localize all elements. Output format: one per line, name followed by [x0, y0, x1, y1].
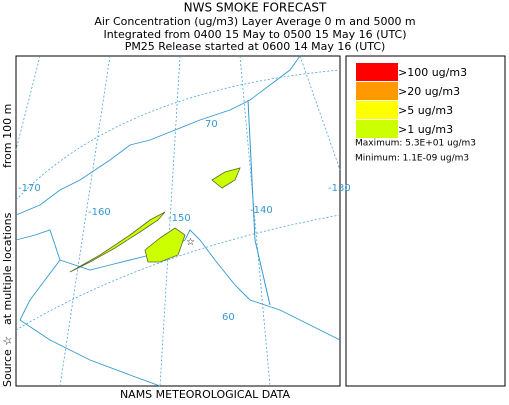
subtitle: PM25 Release started at 0600 14 May 16 (… [125, 40, 386, 53]
maximum: Maximum: 5.3E+01 ug/m3 [355, 139, 476, 149]
subtitle: Air Concentration (ug/m3) Layer Average … [94, 15, 415, 28]
map-label: -150 [168, 213, 191, 224]
side-label: from 100 m [1, 104, 14, 168]
legend-swatch [356, 101, 398, 119]
legend-label: >1 ug/m3 [398, 123, 453, 136]
legend-frame [345, 55, 506, 387]
legend-label: >100 ug/m3 [398, 66, 467, 79]
map: ☆ [15, 55, 341, 387]
minimum: Minimum: 1.1E-09 ug/m3 [355, 154, 469, 164]
map-label: -130 [328, 183, 351, 194]
side-label: at multiple locations [1, 212, 14, 325]
legend-label: >5 ug/m3 [398, 104, 453, 117]
legend: >100 ug/m3 >20 ug/m3 >5 ug/m3 >1 ug/m3 [356, 63, 467, 138]
legend-swatch [356, 63, 398, 81]
side-label: Source ☆ [1, 336, 14, 387]
map-label: -170 [18, 183, 41, 194]
map-label: -160 [88, 207, 111, 218]
title: NWS SMOKE FORECAST [184, 1, 327, 15]
legend-swatch [356, 120, 398, 138]
map-label: 60 [222, 312, 235, 323]
subtitle: Integrated from 0400 15 May to 0500 15 M… [103, 28, 406, 41]
footer: NAMS METEOROLOGICAL DATA [120, 388, 291, 401]
map-label: 70 [205, 119, 218, 130]
source-star: ☆ [186, 237, 195, 248]
map-frame [15, 55, 341, 387]
map-label: -140 [250, 205, 273, 216]
legend-label: >20 ug/m3 [398, 85, 460, 98]
legend-swatch [356, 82, 398, 100]
